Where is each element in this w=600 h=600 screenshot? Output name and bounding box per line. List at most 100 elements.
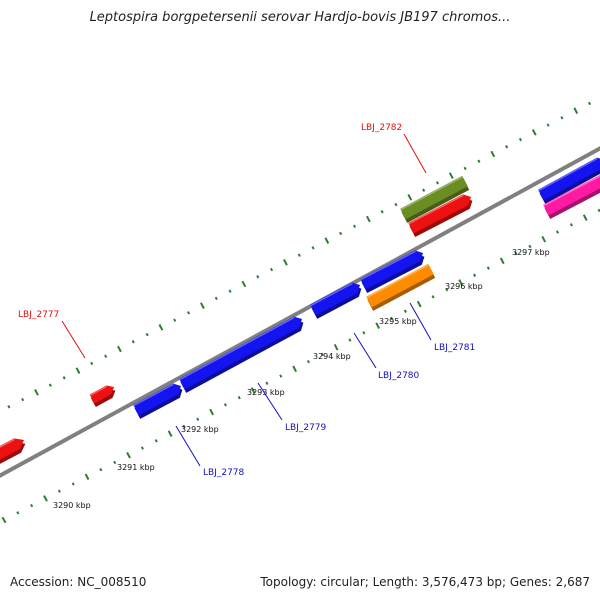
tick-mark	[324, 237, 330, 244]
gene-label[interactable]: LBJ_2779	[285, 423, 327, 433]
tick-mark	[154, 439, 158, 443]
label-leader-line	[403, 133, 427, 174]
tick-mark	[518, 137, 522, 142]
label-leader-line	[175, 425, 201, 467]
gene-arrow[interactable]	[408, 194, 473, 237]
gene-label[interactable]: LBJ_2777	[18, 310, 59, 320]
tick-mark	[477, 159, 481, 163]
tick-mark	[57, 489, 61, 493]
label-leader-line	[257, 382, 283, 421]
tick-mark	[256, 275, 260, 279]
gene-arrow[interactable]	[133, 383, 183, 419]
tick-mark	[486, 266, 490, 270]
tick-mark	[403, 309, 407, 313]
tick-mark	[21, 397, 25, 402]
tick-mark	[422, 188, 426, 192]
inner-tick-track	[1, 208, 600, 524]
tick-mark	[237, 395, 241, 400]
tick-mark	[265, 381, 269, 385]
gene-arrow[interactable]	[366, 263, 436, 311]
tick-label: 3290 kbp	[53, 501, 91, 510]
label-leader-lines	[61, 133, 432, 467]
tick-mark	[84, 473, 90, 481]
gene-features	[0, 157, 600, 467]
tick-mark	[463, 166, 467, 171]
gene-arrow[interactable]	[360, 250, 425, 293]
gene-label[interactable]: LBJ_2778	[203, 468, 245, 478]
tick-mark	[416, 300, 422, 308]
gene-arrow[interactable]	[538, 157, 600, 204]
tick-mark	[573, 107, 579, 114]
tick-mark	[99, 467, 103, 472]
tick-mark	[380, 210, 384, 214]
tick-mark	[283, 259, 288, 266]
tick-mark	[546, 123, 550, 127]
tick-mark	[158, 324, 164, 331]
tick-mark	[209, 408, 214, 416]
tick-mark	[182, 424, 186, 429]
tick-mark	[431, 295, 435, 299]
tick-mark	[339, 231, 343, 236]
tick-mark	[333, 343, 339, 351]
tick-mark	[490, 150, 496, 158]
gene-arrow[interactable]	[543, 174, 600, 220]
tick-label: 3293 kbp	[247, 388, 285, 397]
tick-mark	[445, 287, 449, 292]
tick-mark	[279, 374, 283, 378]
tick-mark	[228, 289, 232, 293]
tick-mark	[34, 389, 39, 396]
tick-mark	[362, 331, 366, 335]
tick-mark	[200, 302, 205, 309]
tick-labels: 3290 kbp 3291 kbp 3292 kbp 3293 kbp 3294 kbp…	[53, 248, 550, 510]
tick-mark	[104, 354, 108, 358]
tick-mark	[569, 223, 573, 227]
tick-mark	[394, 202, 398, 207]
tick-mark	[407, 194, 413, 201]
tick-label: 3296 kbp	[445, 282, 483, 291]
tick-mark	[214, 296, 218, 301]
gene-arrow[interactable]	[400, 175, 470, 223]
tick-label: 3292 kbp	[181, 425, 219, 434]
tick-mark	[353, 224, 357, 228]
gene-arrow[interactable]	[310, 282, 362, 319]
gene-label[interactable]: LBJ_2782	[361, 123, 402, 133]
gene-arrow[interactable]	[0, 438, 26, 467]
tick-mark	[375, 322, 381, 329]
tick-mark	[499, 257, 505, 265]
tick-mark	[366, 215, 371, 223]
tick-mark	[167, 430, 173, 437]
tick-label: 3294 kbp	[313, 352, 351, 361]
tick-mark	[75, 367, 81, 374]
tick-mark	[223, 403, 227, 407]
chromosome-backbone	[0, 146, 600, 478]
tick-mark	[306, 359, 310, 364]
tick-mark	[145, 332, 149, 337]
tick-mark	[30, 503, 34, 508]
tick-mark	[126, 451, 131, 459]
tick-mark	[505, 145, 509, 149]
tick-mark	[311, 246, 315, 250]
tick-label: 3297 kbp	[512, 248, 550, 257]
tick-mark	[473, 273, 477, 277]
label-leader-line	[353, 332, 377, 369]
gene-arrow[interactable]	[89, 385, 116, 408]
tick-mark	[196, 417, 200, 421]
tick-label: 3295 kbp	[379, 317, 417, 326]
tick-mark	[588, 101, 592, 106]
tick-mark	[514, 251, 518, 256]
tick-mark	[241, 280, 247, 288]
gene-label[interactable]: LBJ_2780	[378, 371, 420, 381]
gene-arrow[interactable]	[179, 316, 304, 393]
tick-mark	[390, 316, 394, 321]
tick-mark	[541, 235, 547, 243]
tick-mark	[458, 279, 464, 286]
tick-mark	[187, 311, 191, 315]
tick-mark	[90, 361, 94, 366]
tick-mark	[43, 495, 48, 502]
tick-mark	[320, 352, 324, 357]
tick-mark	[297, 253, 301, 257]
tick-mark	[62, 376, 66, 380]
gene-label[interactable]: LBJ_2781	[434, 343, 475, 353]
tick-mark	[435, 181, 439, 185]
